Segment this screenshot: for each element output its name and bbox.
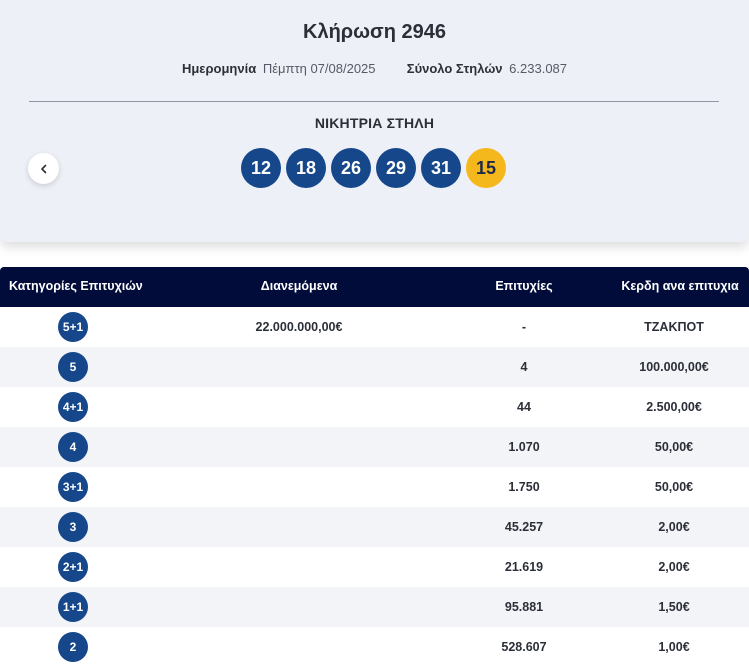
winners-cell: 1.750 [508,480,540,494]
columns-label: Σύνολο Στηλών [406,61,503,76]
winners-cell: 44 [517,400,531,414]
prize-cell: 2.500,00€ [646,400,702,414]
category-badge: 4 [58,432,88,462]
winners-cell: 45.257 [504,520,544,534]
header-prize: Κερδη ανα επιτυχια [621,279,739,293]
winners-cell: 21.619 [504,560,544,574]
category-badge: 2 [58,632,88,662]
header-distributed: Διανεμόμενα [260,279,338,293]
prize-cell: 1,00€ [658,640,690,654]
table-header: Κατηγορίες Επιτυχιών Διανεμόμενα Επιτυχί… [0,267,749,307]
number-ball: 12 [241,148,281,188]
prize-cell: 1,50€ [658,600,690,614]
header-winners: Επιτυχίες [495,279,553,293]
previous-draw-button[interactable] [28,153,59,184]
table-row: 3 45.257 2,00€ [0,507,749,547]
columns-value: 6.233.087 [509,61,568,76]
table-row: 5+1 22.000.000,00€ - ΤΖΑΚΠΟΤ [0,307,749,347]
chevron-left-icon [40,164,46,173]
prize-table: Κατηγορίες Επιτυχιών Διανεμόμενα Επιτυχί… [0,267,749,667]
table-row: 2 528.607 1,00€ [0,627,749,667]
winners-cell: - [521,320,527,334]
table-row: 1+1 95.881 1,50€ [0,587,749,627]
prize-cell: 2,00€ [658,520,690,534]
draw-summary-card: Κλήρωση 2946 Ημερομηνία Πέμπτη 07/08/202… [0,0,749,242]
category-badge: 5 [58,352,88,382]
draw-meta: Ημερομηνία Πέμπτη 07/08/2025 Σύνολο Στηλ… [0,61,749,76]
category-badge: 4+1 [58,392,88,422]
number-ball: 29 [376,148,416,188]
winners-cell: 4 [520,360,528,374]
prize-cell: ΤΖΑΚΠΟΤ [644,320,704,334]
divider [29,101,719,102]
winners-cell: 528.607 [501,640,547,654]
prize-cell: 50,00€ [654,440,694,454]
date-value: Πέμπτη 07/08/2025 [262,61,376,76]
bonus-ball: 15 [466,148,506,188]
category-badge: 1+1 [58,592,88,622]
table-row: 2+1 21.619 2,00€ [0,547,749,587]
category-badge: 3 [58,512,88,542]
table-row: 5 4 100.000,00€ [0,347,749,387]
prize-cell: 100.000,00€ [639,360,709,374]
table-row: 4 1.070 50,00€ [0,427,749,467]
table-body: 5+1 22.000.000,00€ - ΤΖΑΚΠΟΤ 5 4 100.000… [0,307,749,667]
winners-cell: 1.070 [508,440,540,454]
winning-column-label: ΝΙΚΗΤΡΙΑ ΣΤΗΛΗ [314,115,435,131]
winners-cell: 95.881 [504,600,544,614]
category-badge: 5+1 [58,312,88,342]
header-category: Κατηγορίες Επιτυχιών [9,279,143,293]
number-ball: 31 [421,148,461,188]
category-badge: 3+1 [58,472,88,502]
number-ball: 26 [331,148,371,188]
category-badge: 2+1 [58,552,88,582]
prize-cell: 50,00€ [654,480,694,494]
distributed-cell: 22.000.000,00€ [255,320,343,334]
number-ball: 18 [286,148,326,188]
draw-title: Κλήρωση 2946 [303,21,446,43]
table-row: 3+1 1.750 50,00€ [0,467,749,507]
table-row: 4+1 44 2.500,00€ [0,387,749,427]
winning-numbers: 12 18 26 29 31 15 [241,148,506,188]
date-label: Ημερομηνία [181,61,257,76]
prize-cell: 2,00€ [658,560,690,574]
